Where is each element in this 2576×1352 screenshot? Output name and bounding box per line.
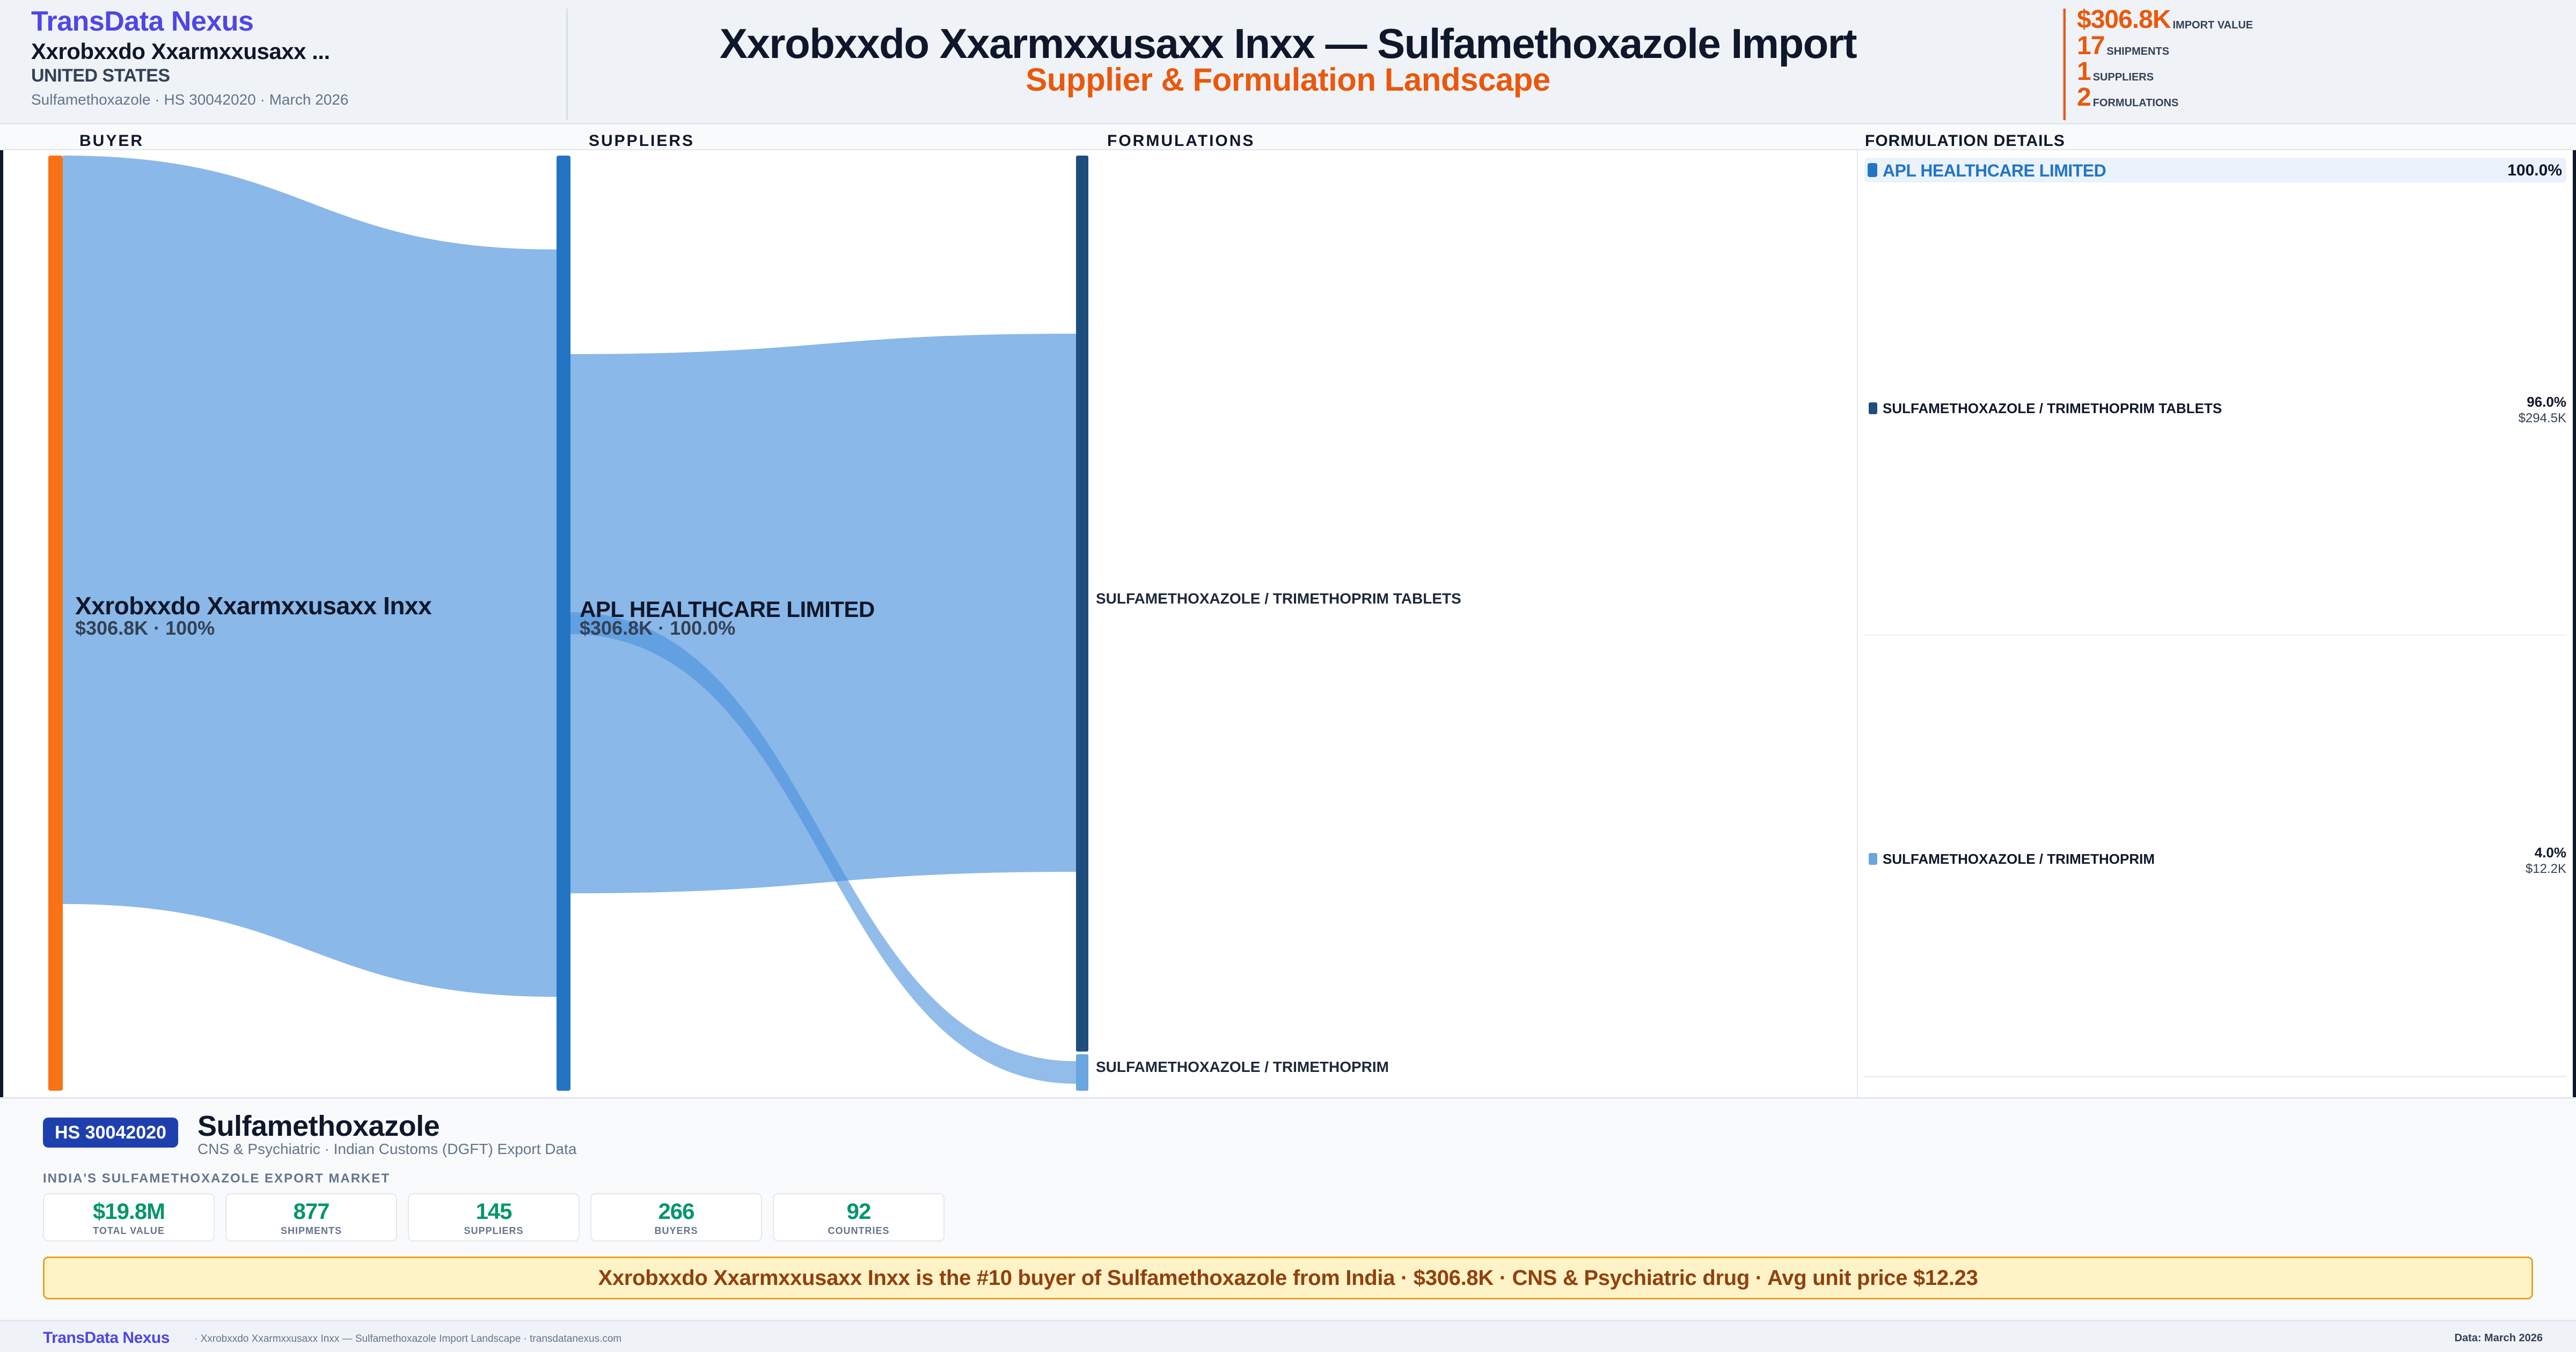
details-supplier-header[interactable]: APL HEALTHCARE LIMITED 100.0% xyxy=(1864,158,2566,182)
supplier-swatch-icon xyxy=(1868,163,1877,177)
node-formulation-1[interactable] xyxy=(1076,156,1088,1052)
stat-label: SUPPLIERS xyxy=(2092,71,2154,83)
kpi-buyers: 266 BUYERS xyxy=(590,1193,762,1241)
kpi-label: BUYERS xyxy=(654,1225,698,1236)
buyer-name: Xxrobxxdo Xxarmxxusaxx ... xyxy=(31,39,330,64)
footer-brand[interactable]: TransData Nexus xyxy=(43,1329,170,1347)
market-section-title: INDIA'S SULFAMETHOXAZOLE EXPORT MARKET xyxy=(43,1171,391,1186)
kpi-value: 145 xyxy=(475,1199,512,1224)
kpi-label: SHIPMENTS xyxy=(280,1225,342,1236)
details-row-name: SULFAMETHOXAZOLE / TRIMETHOPRIM TABLETS xyxy=(1883,400,2222,416)
details-row-formulation-2[interactable]: SULFAMETHOXAZOLE / TRIMETHOPRIM 4.0% $12… xyxy=(1869,844,2566,880)
node-buyer[interactable] xyxy=(48,156,63,1091)
kpi-label: SUPPLIERS xyxy=(464,1225,524,1236)
details-row-pct: 96.0% xyxy=(2527,394,2566,410)
supplier-node-label: APL HEALTHCARE LIMITED xyxy=(580,597,875,622)
header-divider xyxy=(566,9,568,120)
header-subline: Sulfamethoxazole · HS 30042020 · March 2… xyxy=(31,91,349,108)
sankey-svg xyxy=(48,156,1088,1091)
kpi-suppliers: 145 SUPPLIERS xyxy=(408,1193,580,1241)
column-header-buyer: BUYER xyxy=(79,132,144,150)
buyer-country: UNITED STATES xyxy=(31,65,170,86)
column-headers: BUYER SUPPLIERS FORMULATIONS FORMULATION… xyxy=(0,129,2576,150)
kpi-value: 877 xyxy=(293,1199,330,1224)
column-header-details: FORMULATION DETAILS xyxy=(1865,132,2065,150)
kpi-value: 92 xyxy=(846,1199,872,1224)
buyer-rank-callout: Xxrobxxdo Xxarmxxusaxx Inxx is the #10 b… xyxy=(43,1257,2533,1299)
details-row-pct: 4.0% xyxy=(2534,844,2566,861)
stat-label: FORMULATIONS xyxy=(2092,97,2179,109)
stat-shipments: 17 SHIPMENTS xyxy=(2077,32,2170,60)
buyer-node-value: $306.8K · 100% xyxy=(75,617,215,639)
formulation-1-swatch-icon xyxy=(1869,402,1877,414)
hs-code-badge: HS 30042020 xyxy=(43,1118,178,1148)
footer-text: · Xxrobxxdo Xxarmxxusaxx Inxx — Sulfamet… xyxy=(194,1333,622,1344)
kpi-countries: 92 COUNTRIES xyxy=(773,1193,945,1241)
stat-label: IMPORT VALUE xyxy=(2172,19,2253,31)
stat-import-value: $306.8K IMPORT VALUE xyxy=(2077,5,2253,34)
kpi-value: 266 xyxy=(658,1199,694,1224)
stat-value: 2 xyxy=(2077,83,2091,112)
stats-accent-bar xyxy=(2062,9,2066,120)
kpi-label: COUNTRIES xyxy=(828,1225,890,1236)
link-supplier-formulation-2[interactable] xyxy=(570,612,1076,1084)
drug-market-section: HS 30042020 Sulfamethoxazole CNS & Psych… xyxy=(0,1097,2576,1320)
details-row-name: SULFAMETHOXAZOLE / TRIMETHOPRIM xyxy=(1883,851,2155,867)
drug-name: Sulfamethoxazole xyxy=(197,1110,440,1142)
page-header: TransData Nexus Xxrobxxdo Xxarmxxusaxx .… xyxy=(0,0,2576,124)
stat-label: SHIPMENTS xyxy=(2106,46,2170,57)
buyer-node-label: Xxrobxxdo Xxarmxxusaxx Inxx xyxy=(75,592,432,620)
details-bottom-divider xyxy=(1863,1076,2566,1077)
link-supplier-formulation-1[interactable] xyxy=(570,334,1076,893)
formulation-1-label: SULFAMETHOXAZOLE / TRIMETHOPRIM TABLETS xyxy=(1096,590,1461,607)
page-footer: TransData Nexus · Xxrobxxdo Xxarmxxusaxx… xyxy=(0,1320,2576,1352)
formulation-2-label: SULFAMETHOXAZOLE / TRIMETHOPRIM xyxy=(1096,1059,1389,1075)
sankey-chart: Xxrobxxdo Xxarmxxusaxx Inxx $306.8K · 10… xyxy=(0,150,1857,1097)
stat-formulations: 2 FORMULATIONS xyxy=(2077,83,2179,112)
details-row-formulation-1[interactable]: SULFAMETHOXAZOLE / TRIMETHOPRIM TABLETS … xyxy=(1869,394,2566,429)
brand-logo[interactable]: TransData Nexus xyxy=(31,6,254,37)
footer-date: Data: March 2026 xyxy=(2454,1332,2543,1344)
node-formulation-2[interactable] xyxy=(1076,1054,1088,1091)
supplier-node-value: $306.8K · 100.0% xyxy=(580,617,736,639)
link-buyer-supplier[interactable] xyxy=(63,156,557,997)
node-supplier[interactable] xyxy=(557,156,570,1091)
stat-value: $306.8K xyxy=(2077,5,2171,34)
kpi-shipments: 877 SHIPMENTS xyxy=(225,1193,397,1241)
kpi-label: TOTAL VALUE xyxy=(93,1225,165,1236)
details-row-value: $12.2K xyxy=(2525,862,2566,876)
formulation-details-panel: APL HEALTHCARE LIMITED 100.0% SULFAMETHO… xyxy=(1857,150,2576,1097)
column-header-suppliers: SUPPLIERS xyxy=(589,132,695,150)
details-divider xyxy=(1863,634,2566,636)
column-header-formulations: FORMULATIONS xyxy=(1107,132,1255,150)
details-row-value: $294.5K xyxy=(2518,411,2566,425)
kpi-value: $19.8M xyxy=(92,1199,165,1224)
details-supplier-pct: 100.0% xyxy=(2507,161,2562,179)
details-supplier-name: APL HEALTHCARE LIMITED xyxy=(1883,161,2106,180)
kpi-total-value: $19.8M TOTAL VALUE xyxy=(43,1193,215,1241)
stat-value: 1 xyxy=(2077,57,2091,86)
formulation-2-swatch-icon xyxy=(1869,853,1877,865)
stat-suppliers: 1 SUPPLIERS xyxy=(2077,57,2154,86)
stat-value: 17 xyxy=(2077,32,2105,60)
page-title: Xxrobxxdo Xxarmxxusaxx Inxx — Sulfametho… xyxy=(719,20,1857,67)
drug-subtitle: CNS & Psychiatric · Indian Customs (DGFT… xyxy=(197,1141,577,1157)
page-subtitle: Supplier & Formulation Landscape xyxy=(1026,62,1550,98)
